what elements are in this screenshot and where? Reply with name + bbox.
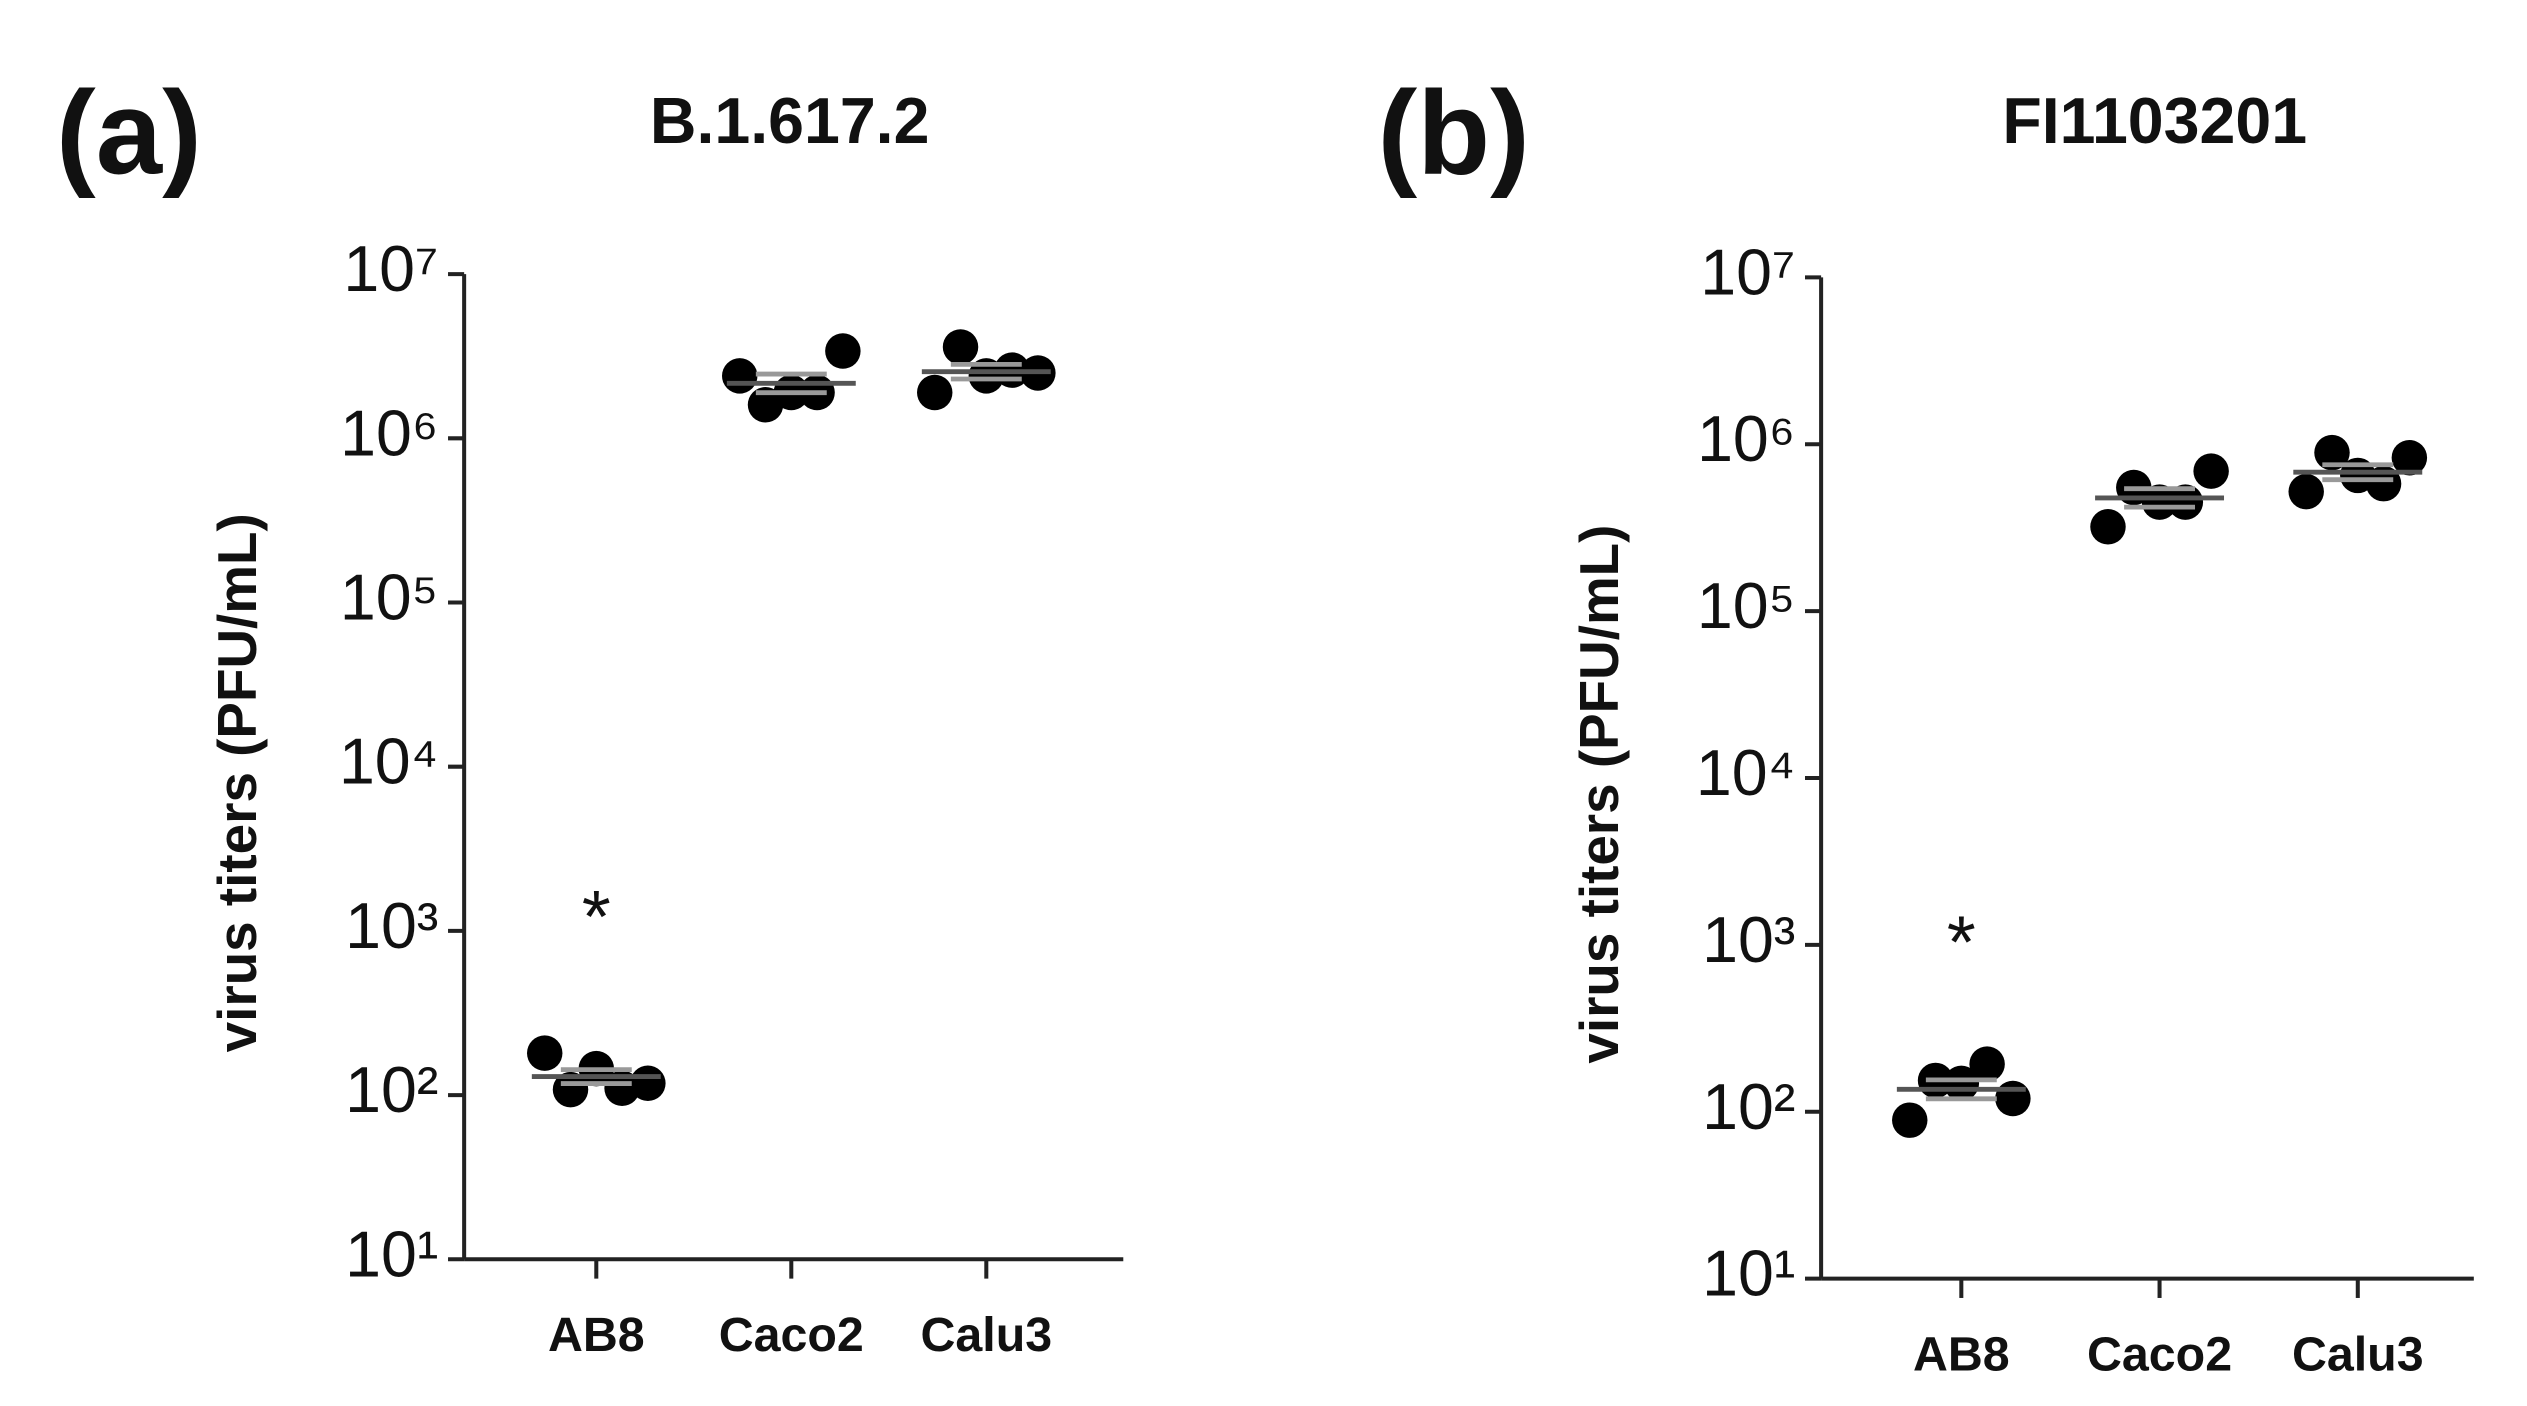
- panel-label: (b): [1378, 66, 1530, 199]
- data-point: [2167, 484, 2204, 520]
- x-tick-label: AB8: [548, 1308, 645, 1362]
- x-tick-label: Calu3: [920, 1308, 1052, 1362]
- y-axis-label: virus titers (PFU/mL): [206, 513, 268, 1052]
- data-point: [552, 1071, 589, 1108]
- y-tick-label: 10¹: [1702, 1238, 1795, 1310]
- y-tick-label: 10⁷: [1700, 236, 1795, 308]
- x-tick-label: Caco2: [719, 1308, 864, 1362]
- data-point: [917, 374, 953, 411]
- data-point: [2391, 439, 2428, 476]
- annotation: *: [582, 875, 611, 958]
- data-point: [825, 333, 861, 369]
- data-point: [1943, 1065, 1980, 1102]
- chart-title: B.1.617.2: [650, 85, 930, 157]
- data-point: [2141, 484, 2178, 520]
- data-point: [2288, 473, 2324, 510]
- y-tick-label: 10²: [1702, 1071, 1795, 1143]
- chart-title: FI1103201: [2002, 85, 2307, 157]
- data-point: [2090, 509, 2126, 545]
- data-point: [2314, 434, 2350, 471]
- y-tick-label: 10²: [345, 1054, 438, 1126]
- y-tick-label: 10⁶: [340, 397, 438, 469]
- y-tick-label: 10⁴: [339, 726, 438, 798]
- data-point: [722, 358, 758, 394]
- y-axis-label: virus titers (PFU/mL): [1568, 525, 1630, 1064]
- y-tick-label: 10⁶: [1697, 403, 1795, 475]
- data-point: [630, 1065, 666, 1102]
- y-tick-label: 10⁵: [1697, 570, 1795, 642]
- data-point: [1892, 1102, 1928, 1138]
- y-tick-label: 10⁴: [1696, 737, 1795, 809]
- annotation: *: [1947, 901, 1976, 984]
- x-tick-label: Calu3: [2292, 1327, 2424, 1381]
- x-tick-label: Caco2: [2087, 1327, 2232, 1381]
- data-point: [2193, 453, 2229, 489]
- panel-label: (a): [56, 66, 202, 199]
- y-tick-label: 10³: [345, 890, 438, 962]
- x-tick-label: AB8: [1913, 1327, 2010, 1381]
- y-tick-label: 10³: [1702, 904, 1795, 976]
- data-point: [1969, 1046, 2005, 1082]
- data-point: [1995, 1080, 2031, 1117]
- y-tick-label: 10⁵: [340, 562, 438, 634]
- data-point: [2365, 465, 2402, 502]
- data-point: [526, 1035, 563, 1071]
- y-tick-label: 10¹: [345, 1218, 438, 1290]
- y-tick-label: 10⁷: [343, 233, 438, 305]
- data-point: [942, 329, 979, 365]
